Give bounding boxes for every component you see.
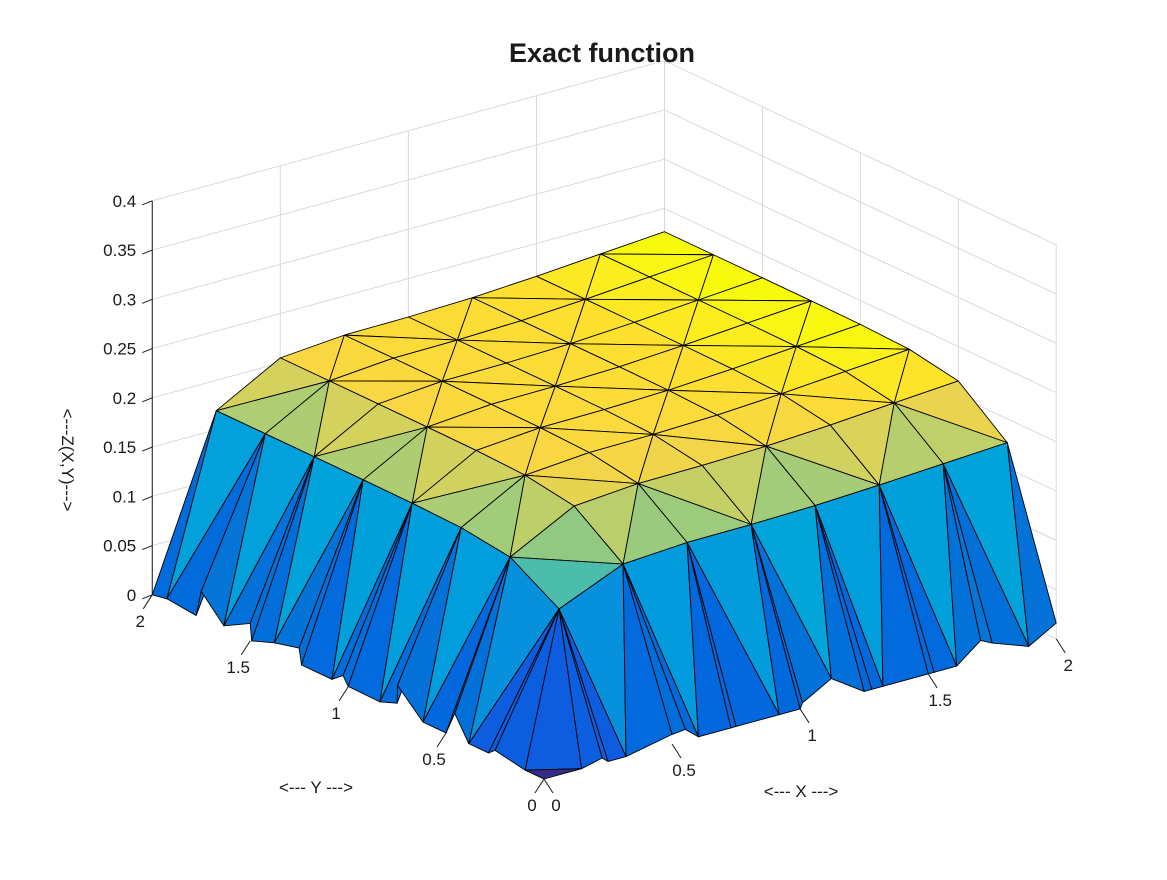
svg-text:0.5: 0.5 (672, 761, 696, 780)
svg-text:0: 0 (551, 796, 560, 815)
svg-text:1.5: 1.5 (226, 658, 250, 677)
svg-text:0.05: 0.05 (103, 537, 136, 556)
svg-text:0.35: 0.35 (103, 241, 136, 260)
svg-text:0.25: 0.25 (103, 340, 136, 359)
svg-text:<--- Y --->: <--- Y ---> (279, 778, 353, 797)
svg-text:2: 2 (136, 612, 145, 631)
svg-text:2: 2 (1063, 656, 1072, 675)
svg-text:1: 1 (807, 726, 816, 745)
svg-text:1: 1 (331, 704, 340, 723)
svg-text:0: 0 (527, 796, 536, 815)
svg-text:<--- X --->: <--- X ---> (764, 782, 839, 801)
svg-text:0.3: 0.3 (113, 290, 137, 309)
svg-text:0.15: 0.15 (103, 438, 136, 457)
svg-text:0.2: 0.2 (113, 389, 137, 408)
svg-text:0.4: 0.4 (113, 192, 137, 211)
svg-text:Exact function: Exact function (509, 38, 695, 68)
svg-text:0.5: 0.5 (422, 750, 446, 769)
svg-text:0.1: 0.1 (113, 487, 137, 506)
svg-text:<---Z(X,Y)--->: <---Z(X,Y)---> (58, 409, 77, 512)
svg-text:1.5: 1.5 (928, 691, 952, 710)
svg-text:0: 0 (127, 586, 136, 605)
